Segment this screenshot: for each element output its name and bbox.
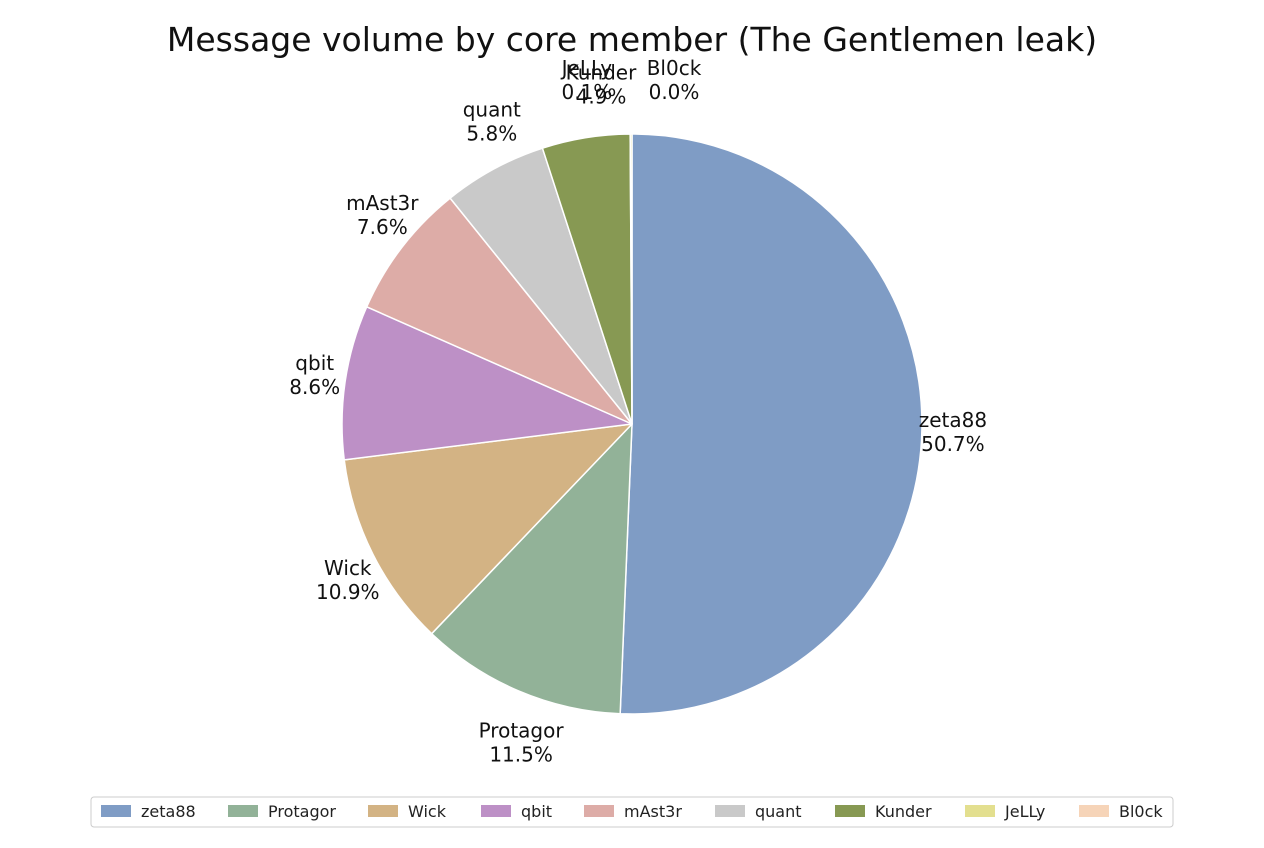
- legend-label-wick: Wick: [408, 802, 447, 821]
- pie-slice-jelly: [629, 133, 633, 425]
- pie-slice-wick: [343, 423, 633, 635]
- legend-swatch-qbit: [481, 805, 511, 817]
- legend-swatch-wick: [368, 805, 398, 817]
- legend-label-kunder: Kunder: [875, 802, 932, 821]
- slice-value-qbit: 8.6%: [289, 375, 340, 399]
- slice-name-qbit: qbit: [295, 351, 334, 375]
- legend-item-qbit: qbit: [481, 802, 552, 821]
- legend: zeta88 Protagor Wick qbit mAst3r quant Kunder J…: [90, 796, 1174, 828]
- legend-label-mast3r: mAst3r: [624, 802, 682, 821]
- slice-label-quant: quant 5.8%: [463, 98, 521, 146]
- legend-item-bl0ck: Bl0ck: [1079, 802, 1163, 821]
- chart-title: Message volume by core member (The Gentl…: [167, 20, 1097, 59]
- legend-swatch-zeta88: [101, 805, 131, 817]
- legend-label-quant: quant: [755, 802, 802, 821]
- legend-label-protagor: Protagor: [268, 802, 336, 821]
- legend-swatch-kunder: [835, 805, 865, 817]
- legend-items: zeta88 Protagor Wick qbit mAst3r quant Kunder J…: [101, 802, 1163, 821]
- legend-swatch-jelly: [965, 805, 995, 817]
- slice-label-zeta88: zeta88 50.7%: [919, 408, 987, 456]
- slice-name-wick: Wick: [324, 556, 372, 580]
- pie-slices: [341, 133, 923, 715]
- slice-label-jelly: JeLLy 0.1%: [560, 56, 613, 104]
- pie-slice-protagor: [430, 423, 633, 715]
- legend-item-zeta88: zeta88: [101, 802, 196, 821]
- legend-item-mast3r: mAst3r: [584, 802, 682, 821]
- legend-label-qbit: qbit: [521, 802, 552, 821]
- pie-slice-mast3r: [365, 197, 633, 425]
- slice-value-protagor: 11.5%: [489, 743, 553, 767]
- legend-item-wick: Wick: [368, 802, 447, 821]
- legend-label-zeta88: zeta88: [141, 802, 196, 821]
- legend-swatch-quant: [715, 805, 745, 817]
- slice-value-zeta88: 50.7%: [921, 432, 985, 456]
- slice-value-mast3r: 7.6%: [357, 215, 408, 239]
- legend-frame: [90, 796, 1174, 828]
- slice-value-bl0ck: 0.0%: [649, 80, 700, 104]
- slice-name-bl0ck: Bl0ck: [647, 56, 702, 80]
- slice-labels: zeta88 50.7% Protagor 11.5% Wick 10.9% qbit 8.6…: [289, 56, 987, 767]
- legend-swatch-bl0ck: [1079, 805, 1109, 817]
- slice-name-zeta88: zeta88: [919, 408, 987, 432]
- slice-label-mast3r: mAst3r 7.6%: [346, 191, 419, 239]
- legend-item-kunder: Kunder: [835, 802, 932, 821]
- legend-swatch-mast3r: [584, 805, 614, 817]
- pie-slice-qbit: [341, 306, 633, 461]
- slice-name-quant: quant: [463, 98, 521, 122]
- slice-value-jelly: 0.1%: [561, 80, 612, 104]
- legend-swatch-protagor: [228, 805, 258, 817]
- legend-item-protagor: Protagor: [228, 802, 336, 821]
- slice-value-quant: 5.8%: [466, 122, 517, 146]
- slice-value-kunder: 4.9%: [576, 84, 627, 108]
- slice-label-bl0ck: Bl0ck 0.0%: [647, 56, 702, 104]
- legend-label-bl0ck: Bl0ck: [1119, 802, 1163, 821]
- legend-label-jelly: JeLLy: [1004, 802, 1045, 821]
- pie-slice-zeta88: [619, 133, 923, 715]
- slice-name-protagor: Protagor: [479, 719, 565, 743]
- legend-item-jelly: JeLLy: [965, 802, 1045, 821]
- slice-name-jelly: JeLLy: [560, 56, 613, 80]
- slice-label-kunder: Kunder 4.9%: [566, 60, 637, 108]
- slice-name-mast3r: mAst3r: [346, 191, 419, 215]
- slice-label-wick: Wick 10.9%: [316, 556, 380, 604]
- legend-item-quant: quant: [715, 802, 802, 821]
- slice-name-kunder: Kunder: [566, 60, 637, 84]
- slice-value-wick: 10.9%: [316, 580, 380, 604]
- slice-label-qbit: qbit 8.6%: [289, 351, 340, 399]
- slice-label-protagor: Protagor 11.5%: [479, 719, 565, 767]
